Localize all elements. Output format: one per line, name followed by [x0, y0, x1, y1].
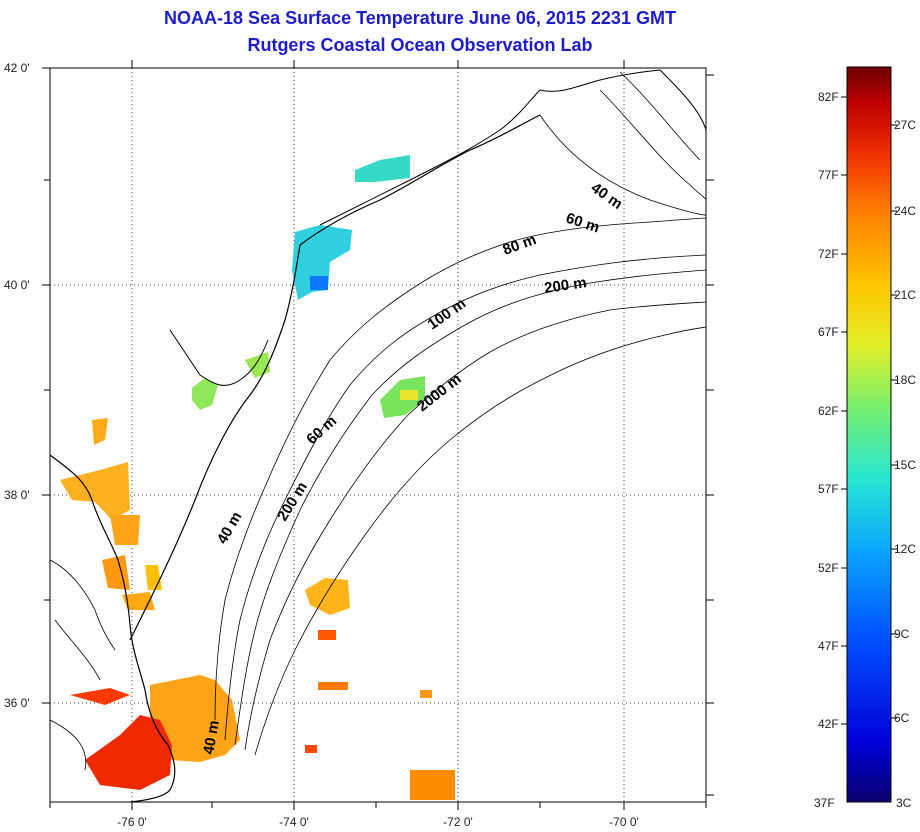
sst-patch-shelf-warm	[400, 390, 418, 400]
cb-c-24: 24C	[894, 204, 916, 218]
cb-f-52: 52F	[818, 561, 839, 575]
cb-c-21: 21C	[894, 288, 916, 302]
lat-label-42: 42 0'	[4, 61, 30, 75]
cb-c-12: 12C	[894, 542, 916, 556]
cb-c-27: 27C	[894, 118, 916, 132]
axis-ticks	[42, 60, 714, 810]
depth-label-200m-north: 200 m	[543, 274, 587, 297]
cb-c-3: 3C	[896, 796, 912, 810]
sst-patch-south-2	[305, 745, 317, 753]
sst-patch-offshore-3	[318, 682, 348, 690]
sst-patch-chesapeake-1	[92, 418, 108, 445]
cb-c-18: 18C	[894, 373, 916, 387]
lon-label-70: -70 0'	[609, 815, 639, 829]
sst-patches	[60, 155, 455, 800]
sst-patch-offshore-1	[305, 578, 350, 615]
coastline-ri-ma	[539, 69, 661, 92]
cb-f-72: 72F	[818, 247, 839, 261]
sst-patch-cool	[310, 276, 328, 290]
coastline-delmarva-nj	[129, 244, 301, 641]
sst-patch-outer-banks	[150, 675, 240, 762]
cb-f-62: 62F	[818, 404, 839, 418]
colorbar	[846, 66, 892, 803]
map-frame	[49, 67, 707, 803]
cb-f-82: 82F	[818, 90, 839, 104]
cb-f-47: 47F	[818, 639, 839, 653]
coastline-connecticut	[319, 89, 541, 226]
sst-patch-chesapeake-3	[110, 515, 140, 545]
lon-label-76: -76 0'	[117, 815, 147, 829]
cb-c-9: 9C	[894, 627, 910, 641]
cb-f-42: 42F	[818, 717, 839, 731]
cb-f-57: 57F	[818, 482, 839, 496]
sst-patch-offshore-2	[318, 630, 336, 640]
coastline-delaware-bay	[169, 329, 269, 386]
coastline-virginia-carolina	[50, 454, 176, 802]
lon-label-74: -74 0'	[279, 815, 309, 829]
map-subtitle: Rutgers Coastal Ocean Observation Lab	[247, 35, 593, 55]
lat-label-38: 38 0'	[4, 488, 30, 502]
sst-patch-delaware	[192, 378, 218, 410]
sst-patch-offshore-4	[420, 690, 432, 698]
depth-label-40m-south: 40 m	[200, 719, 223, 756]
cb-c-6: 6C	[894, 711, 910, 725]
lat-label-36: 36 0'	[4, 696, 30, 710]
lon-label-72: -72 0'	[443, 815, 473, 829]
bathymetry-contours	[214, 71, 706, 756]
cb-f-77: 77F	[818, 168, 839, 182]
sst-patch-long-island	[355, 155, 410, 182]
coastline-cape-cod	[659, 69, 706, 131]
coastline-long-island	[299, 114, 541, 246]
sst-patch-south-1	[410, 770, 455, 800]
coastline-rivers-2	[54, 619, 101, 681]
graticule	[50, 68, 706, 802]
cb-c-15: 15C	[894, 458, 916, 472]
sst-patch-albemarle	[70, 688, 130, 705]
sst-patch-pamlico	[85, 715, 172, 790]
coastline-sounds	[50, 719, 87, 771]
lat-label-40: 40 0'	[4, 278, 30, 292]
cb-f-67: 67F	[818, 325, 839, 339]
sst-patch-ny-bight	[292, 225, 352, 300]
map-title: NOAA-18 Sea Surface Temperature June 06,…	[164, 8, 676, 28]
coastline-rivers-1	[50, 559, 116, 651]
colorbar-ticks	[841, 96, 897, 725]
cb-f-37: 37F	[814, 796, 835, 810]
